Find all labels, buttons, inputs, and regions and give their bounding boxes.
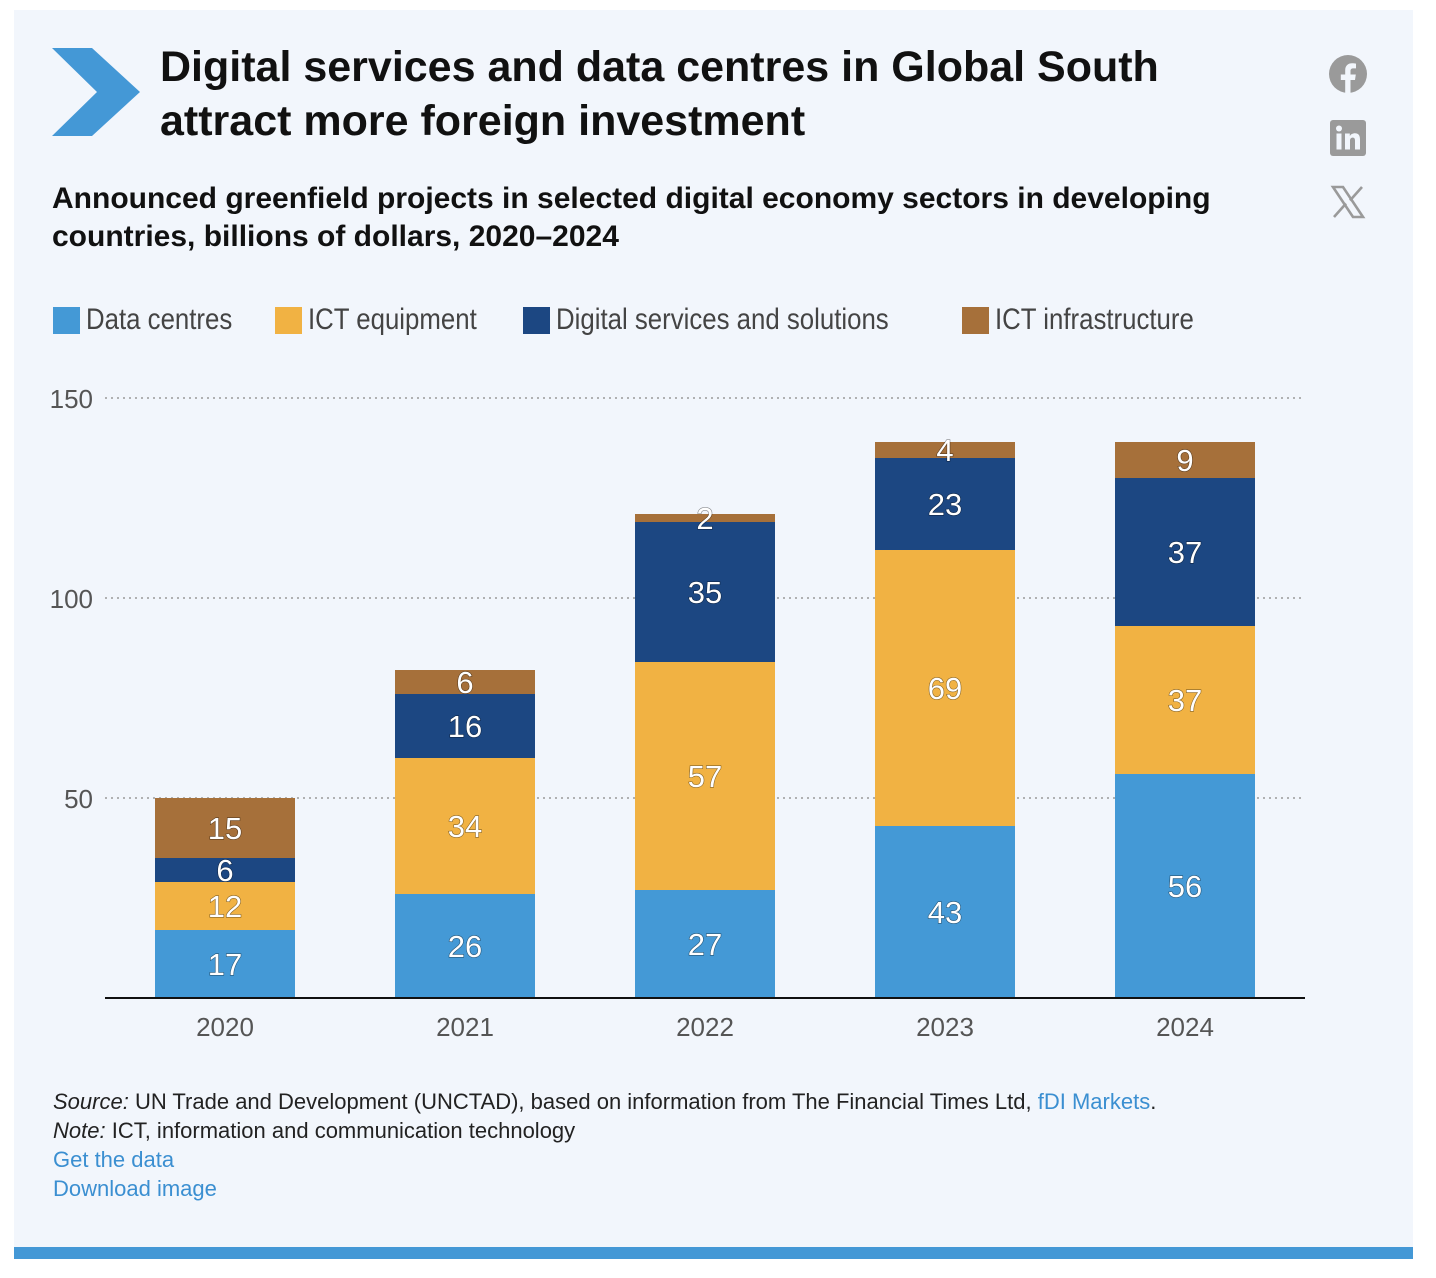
bar-segment [155,882,295,930]
x-tick-label: 2020 [196,1012,254,1042]
data-label: 35 [688,575,722,610]
bar-segment [635,514,775,522]
source-end: . [1150,1089,1157,1114]
data-label: 2 [696,501,713,536]
bar-segment [155,930,295,998]
facebook-icon[interactable] [1328,54,1368,94]
bar-segment [875,826,1015,998]
data-label: 12 [208,889,242,924]
bar-segment [395,694,535,758]
source-line: Source: UN Trade and Development (UNCTAD… [53,1087,1156,1116]
data-label: 34 [448,809,482,844]
data-label: 6 [216,853,233,888]
data-label: 16 [448,709,482,744]
legend-item: ICT equipment [275,303,503,337]
bar-segment [875,458,1015,550]
bar-segment [635,890,775,998]
chart-subtitle: Announced greenfield projects in selecte… [52,182,1211,253]
page-title: Digital services and data centres in Glo… [160,43,1159,145]
bar-segment [635,522,775,662]
legend-label: Digital services and solutions [556,303,890,336]
data-label: 37 [1168,535,1202,570]
legend-label: ICT equipment [308,303,477,336]
legend-item: Data centres [53,303,255,337]
y-tick-label: 150 [50,384,93,414]
legend-swatch [275,306,303,334]
data-label: 6 [456,665,473,700]
chart-footer: Source: UN Trade and Development (UNCTAD… [53,1087,1156,1203]
legend-item: ICT infrastructure [962,303,1225,337]
legend-item: Digital services and solutions [523,303,942,337]
x-tick-label: 2023 [916,1012,974,1042]
bar-segment [1115,442,1255,478]
y-tick-label: 50 [64,784,93,814]
source-label: Source: [53,1089,129,1114]
note-text: ICT, information and communication techn… [105,1118,576,1143]
stacked-bar-chart: 5010015017126152020263416620212757352202… [50,384,1305,1042]
data-label: 15 [208,811,242,846]
bar-segment [395,758,535,894]
bar-segment [1115,626,1255,774]
data-label: 23 [928,487,962,522]
source-text: UN Trade and Development (UNCTAD), based… [128,1089,1038,1114]
legend-label: Data centres [86,303,233,336]
data-label: 26 [448,929,482,964]
chevron-logo-icon [52,48,140,136]
get-data-link[interactable]: Get the data [53,1147,175,1172]
chart-legend: Data centres ICT equipment Digital service… [53,300,1245,340]
bar-segment [875,550,1015,826]
legend-label: ICT infrastructure [995,303,1194,336]
x-icon[interactable] [1328,182,1368,222]
note-label: Note: [53,1118,106,1143]
y-tick-label: 100 [50,584,93,614]
data-label: 4 [936,433,953,468]
download-image-link[interactable]: Download image [53,1176,217,1201]
linkedin-icon[interactable] [1328,118,1368,158]
data-label: 17 [208,947,242,982]
x-tick-label: 2022 [676,1012,734,1042]
fdi-markets-link[interactable]: fDI Markets [1037,1089,1151,1114]
data-label: 56 [1168,869,1202,904]
bar-segment [1115,774,1255,998]
data-label: 57 [688,759,722,794]
legend-swatch [523,306,551,334]
data-label: 37 [1168,683,1202,718]
data-label: 69 [928,671,962,706]
bar-segment [155,858,295,882]
legend-swatch [53,306,80,334]
data-label: 43 [928,895,962,930]
legend-swatch [962,306,990,334]
bar-segment [395,670,535,694]
bar-segment [1115,478,1255,626]
bar-segment [635,662,775,890]
bar-segment [155,798,295,858]
bar-segment [875,442,1015,458]
x-tick-label: 2021 [436,1012,494,1042]
data-label: 27 [688,927,722,962]
data-label: 9 [1176,443,1193,478]
note-line: Note: ICT, information and communication… [53,1116,1156,1145]
x-tick-label: 2024 [1156,1012,1214,1042]
bar-segment [395,894,535,998]
accent-bar [14,1247,1413,1259]
